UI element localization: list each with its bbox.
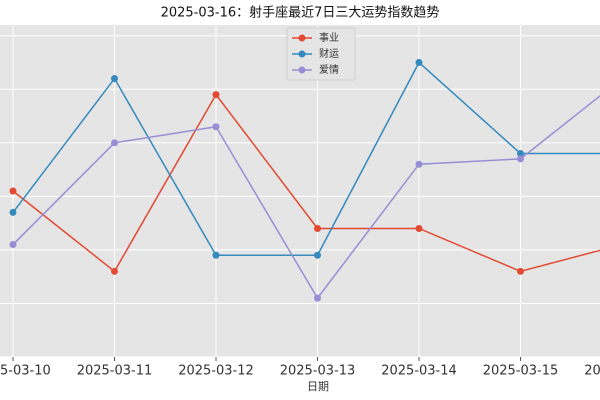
point [314, 251, 321, 259]
legend-label: 爱情 [319, 63, 339, 76]
x-tick-label: 2025-03-15 [483, 364, 559, 379]
x-tick-label: 2025-03-16 [584, 364, 600, 379]
point [415, 58, 423, 66]
legend-label: 财运 [319, 47, 339, 60]
point [517, 150, 524, 158]
point [517, 267, 524, 275]
point [415, 160, 423, 168]
legend-marker [298, 34, 306, 42]
legend-marker [298, 66, 306, 74]
x-tick-label: 2025-03-10 [0, 364, 51, 379]
x-tick-label: 2025-03-14 [381, 364, 457, 379]
x-axis-label: 日期 [307, 380, 329, 393]
point [517, 155, 524, 163]
legend-label: 事业 [319, 31, 339, 44]
point [212, 251, 220, 259]
x-tick-label: 2025-03-12 [178, 364, 254, 379]
point [9, 187, 17, 195]
point [111, 139, 118, 147]
point [111, 267, 118, 275]
legend-box [286, 27, 356, 81]
point [212, 123, 220, 131]
point [212, 91, 220, 99]
x-tick-label: 2025-03-13 [280, 364, 356, 379]
point [415, 224, 423, 232]
x-tick-label: 2025-03-11 [77, 364, 153, 379]
legend-marker [298, 50, 306, 58]
chart-title: 2025-03-16：射手座最近7日三大运势指数趋势 [161, 5, 440, 21]
point [9, 208, 17, 216]
point [9, 241, 17, 249]
point [314, 294, 321, 302]
point [111, 75, 118, 83]
point [314, 224, 321, 232]
